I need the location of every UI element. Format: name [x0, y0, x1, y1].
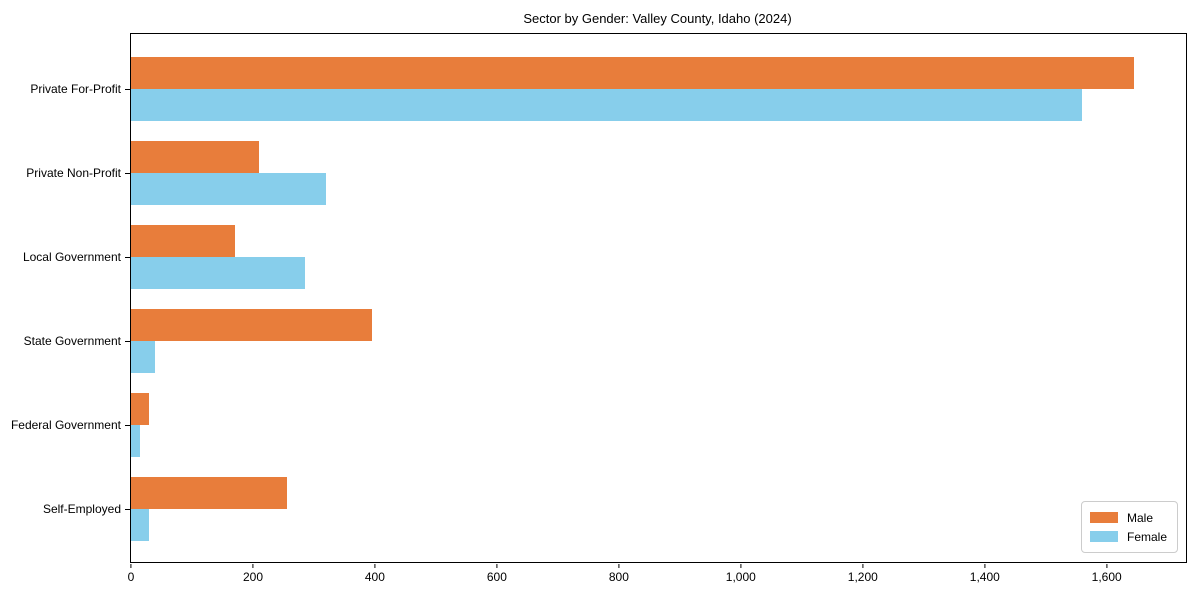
bar-female	[131, 341, 156, 373]
xtick-mark	[130, 563, 132, 568]
legend-swatch-female	[1089, 531, 1118, 542]
xtick-label: 800	[608, 570, 629, 584]
legend-label: Male	[1126, 510, 1153, 525]
bar-male	[131, 225, 235, 257]
ytick-label: State Government	[23, 334, 121, 348]
xtick-mark	[862, 563, 864, 568]
xtick-mark	[618, 563, 620, 568]
xtick-label: 0	[127, 570, 135, 584]
ytick-label: Federal Government	[10, 418, 121, 432]
xtick-mark	[496, 563, 498, 568]
ytick-mark	[124, 340, 130, 342]
xtick-label: 400	[364, 570, 385, 584]
xtick-mark	[1106, 563, 1108, 568]
ytick-mark	[124, 172, 130, 174]
xtick-mark	[740, 563, 742, 568]
xtick-label: 1,400	[969, 570, 1000, 584]
legend-swatch-male	[1089, 512, 1118, 523]
ytick-mark	[124, 424, 130, 426]
bar-female	[131, 257, 305, 289]
ytick-label: Self-Employed	[42, 502, 121, 516]
ytick-mark	[124, 256, 130, 258]
xtick-mark	[374, 563, 376, 568]
xtick-label: 1,200	[847, 570, 878, 584]
chart-title: Sector by Gender: Valley County, Idaho (…	[523, 11, 792, 26]
bar-male	[131, 477, 287, 509]
ytick-mark	[124, 508, 130, 510]
plot-area: Private For-Profit Private Non-Profit Loca…	[11, 33, 1187, 584]
legend-entry: Male	[1089, 508, 1167, 527]
xtick-label: 1,000	[725, 570, 756, 584]
ytick-label: Private Non-Profit	[26, 166, 121, 180]
xtick-label: 1,600	[1091, 570, 1122, 584]
legend-entry: Female	[1089, 527, 1167, 546]
ytick-label: Private For-Profit	[30, 82, 121, 96]
xtick-mark	[252, 563, 254, 568]
legend: Male Female	[1080, 501, 1178, 553]
bar-female	[131, 509, 150, 541]
ytick-label: Local Government	[22, 250, 121, 264]
ytick-mark	[124, 88, 130, 90]
bar-female	[131, 425, 141, 457]
bar-female	[131, 173, 327, 205]
xtick-label: 600	[486, 570, 507, 584]
bar-male	[131, 141, 260, 173]
bar-male	[131, 57, 1135, 89]
bar-male	[131, 393, 150, 425]
legend-label: Female	[1126, 529, 1167, 544]
bar-male	[131, 309, 372, 341]
xtick-label: 200	[242, 570, 264, 584]
xtick-mark	[984, 563, 986, 568]
bar-female	[131, 89, 1083, 121]
